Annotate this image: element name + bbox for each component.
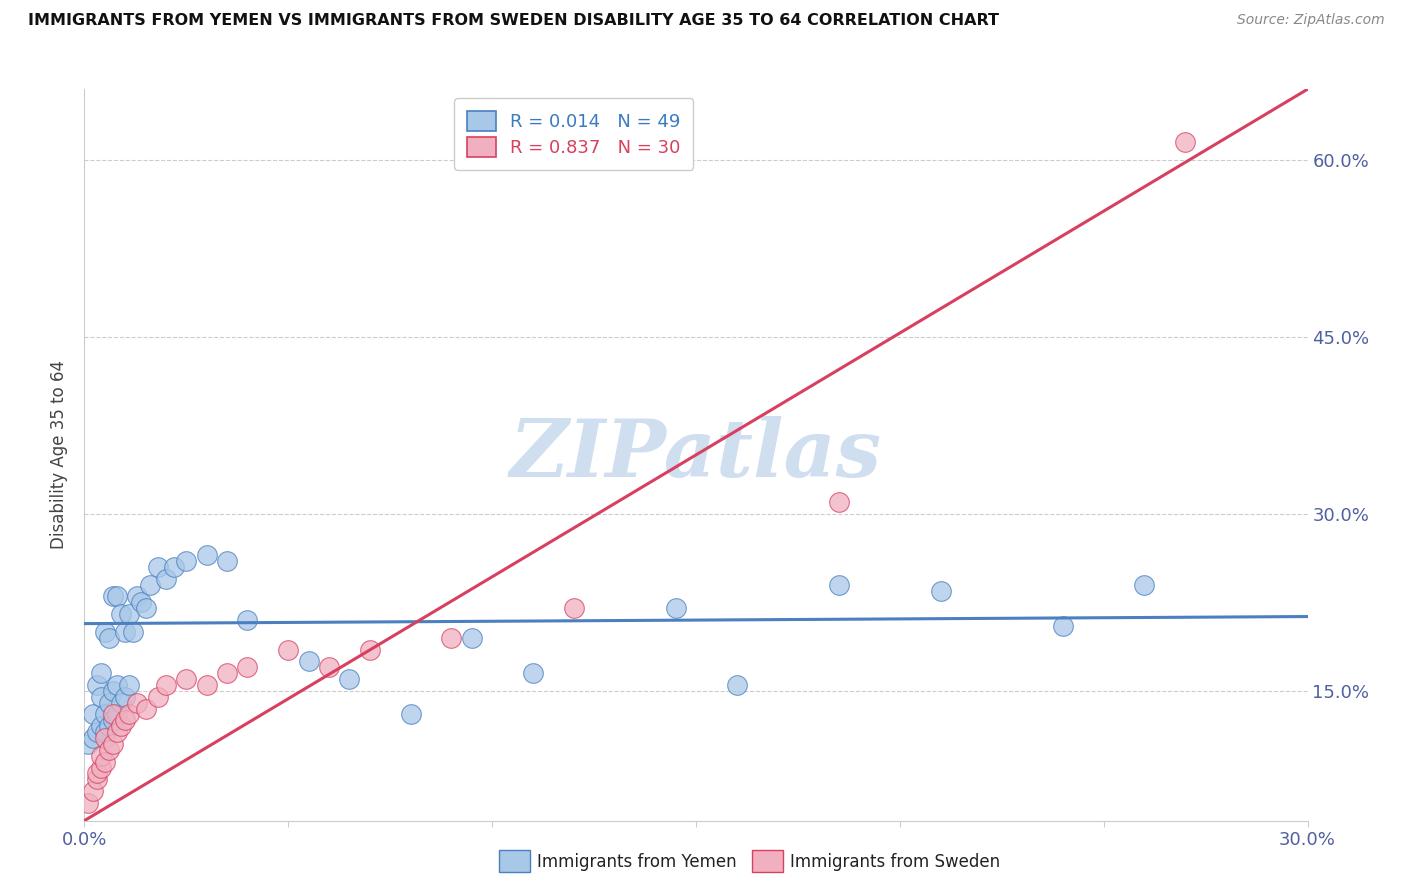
- Point: [101, 590, 124, 604]
- Point: [105, 678, 128, 692]
- Point: [195, 548, 218, 562]
- Point: [101, 707, 124, 722]
- Point: [101, 737, 124, 751]
- Point: [90, 719, 112, 733]
- Point: [562, 601, 585, 615]
- Point: [461, 631, 484, 645]
- Point: [86, 725, 108, 739]
- Point: [93, 707, 117, 722]
- Point: [86, 766, 108, 780]
- Point: [122, 624, 145, 639]
- Point: [97, 696, 120, 710]
- Text: Source: ZipAtlas.com: Source: ZipAtlas.com: [1237, 13, 1385, 28]
- Point: [82, 731, 104, 745]
- Point: [118, 707, 141, 722]
- Point: [359, 642, 381, 657]
- Point: [105, 590, 128, 604]
- Point: [195, 678, 218, 692]
- Point: [318, 660, 340, 674]
- Point: [97, 719, 120, 733]
- Point: [135, 701, 157, 715]
- Point: [93, 624, 117, 639]
- Point: [522, 666, 544, 681]
- Point: [127, 696, 149, 710]
- Point: [217, 554, 239, 568]
- Point: [1052, 619, 1074, 633]
- Point: [97, 631, 120, 645]
- Point: [105, 707, 128, 722]
- Text: Immigrants from Sweden: Immigrants from Sweden: [790, 853, 1000, 871]
- Point: [138, 577, 160, 591]
- Point: [131, 595, 153, 609]
- Point: [725, 678, 748, 692]
- Point: [440, 631, 463, 645]
- Point: [155, 572, 177, 586]
- Point: [90, 666, 112, 681]
- Point: [135, 601, 157, 615]
- Point: [77, 796, 100, 810]
- Point: [828, 577, 851, 591]
- Point: [298, 654, 321, 668]
- Point: [163, 560, 186, 574]
- Point: [236, 660, 259, 674]
- Point: [339, 672, 361, 686]
- Point: [86, 772, 108, 787]
- Point: [146, 560, 169, 574]
- Point: [217, 666, 239, 681]
- Text: ZIPatlas: ZIPatlas: [510, 417, 882, 493]
- Point: [118, 678, 141, 692]
- Point: [399, 707, 422, 722]
- Point: [77, 737, 100, 751]
- Point: [828, 495, 851, 509]
- Point: [1133, 577, 1156, 591]
- Point: [236, 613, 259, 627]
- Legend: R = 0.014   N = 49, R = 0.837   N = 30: R = 0.014 N = 49, R = 0.837 N = 30: [454, 98, 693, 169]
- Y-axis label: Disability Age 35 to 64: Disability Age 35 to 64: [51, 360, 69, 549]
- Text: Immigrants from Yemen: Immigrants from Yemen: [537, 853, 737, 871]
- Point: [277, 642, 299, 657]
- Point: [114, 714, 136, 728]
- Point: [86, 678, 108, 692]
- Point: [1174, 136, 1197, 150]
- Point: [127, 590, 149, 604]
- Point: [93, 731, 117, 745]
- Point: [97, 743, 120, 757]
- Point: [82, 784, 104, 798]
- Point: [90, 760, 112, 774]
- Point: [146, 690, 169, 704]
- Point: [93, 755, 117, 769]
- Point: [114, 624, 136, 639]
- Point: [110, 696, 132, 710]
- Point: [110, 719, 132, 733]
- Point: [101, 714, 124, 728]
- Point: [118, 607, 141, 622]
- Point: [929, 583, 952, 598]
- Point: [114, 690, 136, 704]
- Point: [110, 607, 132, 622]
- Point: [665, 601, 688, 615]
- Point: [101, 684, 124, 698]
- Point: [105, 725, 128, 739]
- Point: [90, 690, 112, 704]
- Point: [176, 672, 198, 686]
- Point: [90, 748, 112, 763]
- Text: IMMIGRANTS FROM YEMEN VS IMMIGRANTS FROM SWEDEN DISABILITY AGE 35 TO 64 CORRELAT: IMMIGRANTS FROM YEMEN VS IMMIGRANTS FROM…: [28, 13, 1000, 29]
- Point: [176, 554, 198, 568]
- Point: [155, 678, 177, 692]
- Point: [82, 707, 104, 722]
- Point: [93, 725, 117, 739]
